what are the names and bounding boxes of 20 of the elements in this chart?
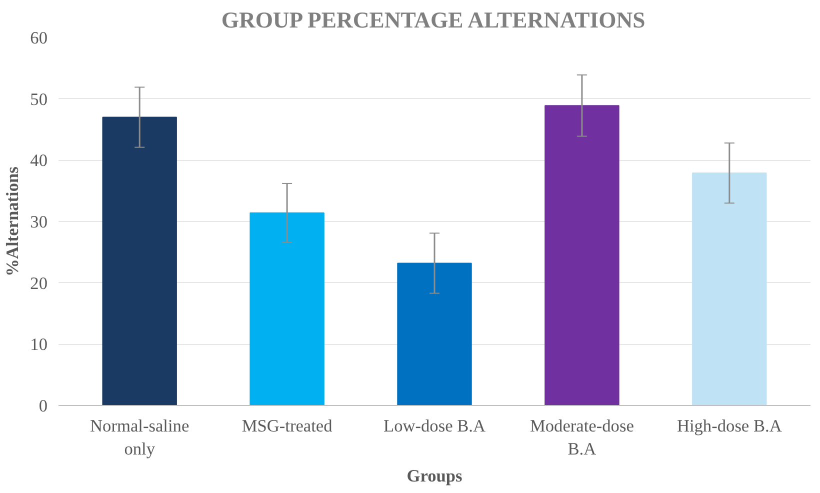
chart-title: GROUP PERCENTAGE ALTERNATIONS <box>221 8 646 32</box>
y-tick-label: 50 <box>30 90 48 109</box>
y-tick-label: 30 <box>30 212 48 232</box>
x-tick-label: MSG-treated <box>242 416 333 436</box>
y-tick-label: 20 <box>30 274 48 293</box>
y-tick-label: 0 <box>38 396 48 416</box>
x-axis-title: Groups <box>406 466 463 486</box>
x-tick-label: High-dose B.A <box>676 416 782 436</box>
bar <box>692 172 767 406</box>
y-tick-label: 60 <box>30 28 48 48</box>
y-tick-label: 10 <box>30 335 48 354</box>
bar <box>102 116 177 406</box>
bar <box>397 262 472 406</box>
y-tick-label: 40 <box>30 151 48 170</box>
y-axis-title: %Alternations <box>3 166 22 276</box>
bar <box>544 105 620 406</box>
x-tick-label: Normal-saline only <box>90 416 190 458</box>
x-tick-label: Moderate-dose B.A <box>530 416 634 458</box>
x-tick-label: Low-dose B.A <box>383 416 486 436</box>
bar <box>250 212 324 406</box>
